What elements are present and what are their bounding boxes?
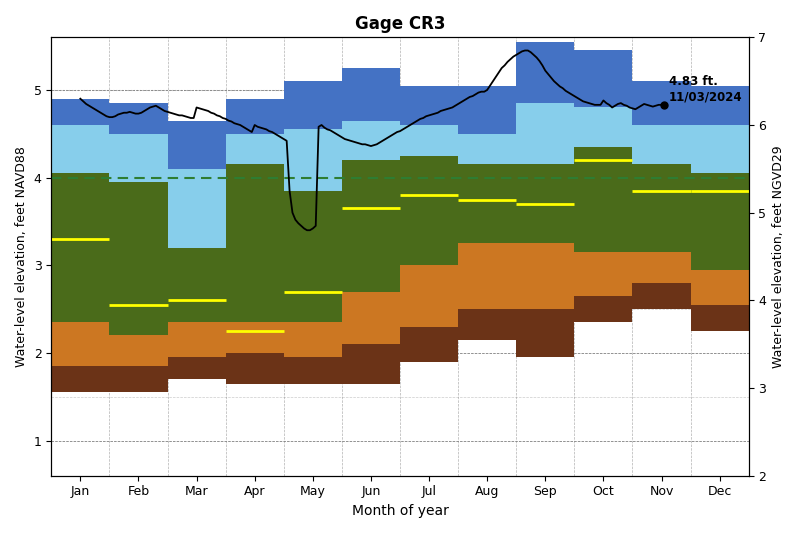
Y-axis label: Water-level elevation, feet NGVD29: Water-level elevation, feet NGVD29	[772, 145, 785, 368]
Y-axis label: Water-level elevation, feet NAVD88: Water-level elevation, feet NAVD88	[15, 146, 28, 367]
X-axis label: Month of year: Month of year	[351, 504, 449, 518]
Text: 4.83 ft.
11/03/2024: 4.83 ft. 11/03/2024	[669, 75, 742, 103]
Title: Gage CR3: Gage CR3	[354, 15, 446, 33]
